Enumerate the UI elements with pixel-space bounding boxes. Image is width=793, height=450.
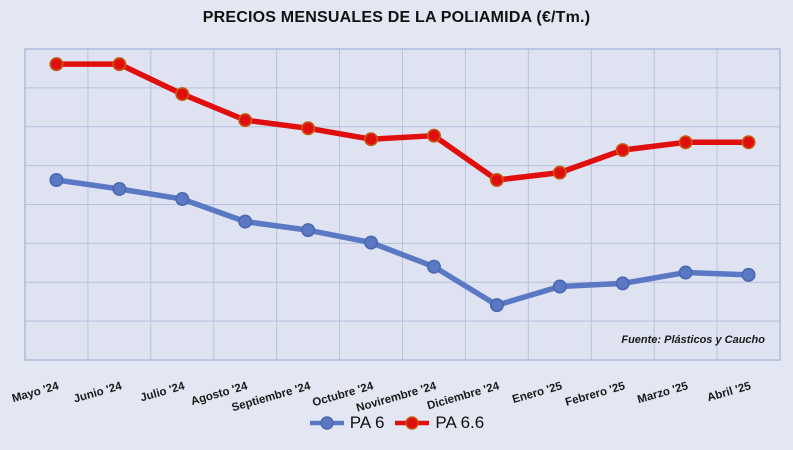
series-line-pa-6 <box>53 177 752 308</box>
data-point-pa-6 <box>678 265 693 280</box>
legend-item-pa6: PA 6 <box>309 413 385 433</box>
legend-label-pa6: PA 6 <box>349 413 385 432</box>
x-axis-label: Julio '24 <box>139 380 187 404</box>
data-point-pa-6-6 <box>426 128 441 143</box>
x-axis-label: Mayo '24 <box>11 380 61 405</box>
pa6-line-marker-icon <box>309 416 344 430</box>
data-point-pa-6-6 <box>364 132 379 147</box>
data-point-pa-6-6 <box>49 57 64 72</box>
plot-border <box>24 48 781 361</box>
x-axis-label: Junio '24 <box>72 380 123 405</box>
pa66-line-marker-icon <box>395 416 430 430</box>
data-point-pa-6-6 <box>678 135 693 150</box>
x-axis-label: Febrero '25 <box>564 380 627 409</box>
data-point-pa-6-6 <box>615 143 630 158</box>
data-point-pa-6 <box>175 192 190 207</box>
data-point-pa-6 <box>364 235 379 250</box>
data-point-pa-6 <box>238 214 253 229</box>
x-axis-label: Abril '25 <box>706 380 753 404</box>
data-point-pa-6-6 <box>175 87 190 102</box>
data-point-pa-6-6 <box>489 173 504 188</box>
data-point-pa-6 <box>301 223 316 238</box>
x-axis-label: Enero '25 <box>511 380 564 406</box>
data-point-pa-6 <box>426 259 441 274</box>
data-point-pa-6 <box>112 181 127 196</box>
data-point-pa-6 <box>741 267 756 282</box>
data-point-pa-6-6 <box>238 113 253 128</box>
x-axis-label: Diciembre '24 <box>426 380 501 412</box>
legend-label-pa66: PA 6.6 <box>435 413 485 432</box>
source-note: Fuente: Plásticos y Caucho <box>621 334 765 346</box>
data-point-pa-6-6 <box>741 135 756 150</box>
legend-item-pa66: PA 6.6 <box>394 413 484 433</box>
data-point-pa-6 <box>615 276 630 291</box>
data-point-pa-6 <box>552 279 567 294</box>
data-point-pa-6 <box>489 298 504 313</box>
data-point-pa-6-6 <box>301 121 316 136</box>
data-point-pa-6-6 <box>552 165 567 180</box>
data-point-pa-6 <box>49 173 64 188</box>
legend: PA 6 PA 6.6 <box>0 413 793 433</box>
series-line-pa-6-6 <box>53 61 752 183</box>
chart-title: PRECIOS MENSUALES DE LA POLIAMIDA (€/Tm.… <box>202 9 591 26</box>
x-axis-label: Marzo '25 <box>636 380 690 406</box>
data-point-pa-6-6 <box>112 57 127 72</box>
